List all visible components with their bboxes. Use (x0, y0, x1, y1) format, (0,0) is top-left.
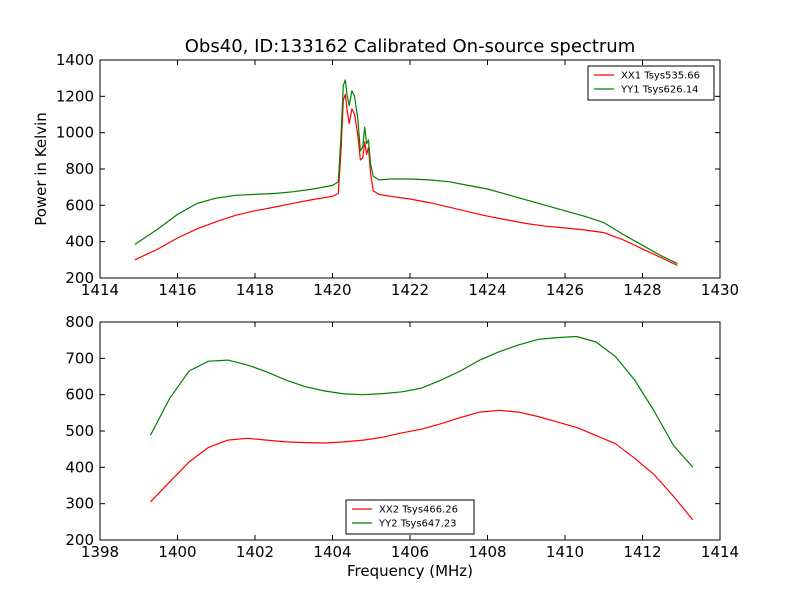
y-tick-label-1-1: 400 (65, 233, 94, 251)
x-tick-label-1-8: 1430 (701, 281, 739, 299)
x-tick-label-2-1: 1400 (158, 543, 196, 561)
x-tick-label-2-3: 1404 (313, 543, 351, 561)
legend-label-1-1: XX1 Tsys535.66 (621, 71, 700, 82)
legend-2: XX2 Tsys466.26 YY2 Tsys647.23 (345, 499, 475, 535)
x-tick-label-1-5: 1424 (468, 281, 506, 299)
series-line-2-2 (149, 335, 694, 468)
x-tick-label-2-0: 1398 (81, 543, 119, 561)
x-tick-label-1-6: 1426 (546, 281, 584, 299)
legend-box-1 (587, 65, 715, 101)
x-tick-label-2-5: 1408 (468, 543, 506, 561)
y-tick-label-1-6: 1400 (56, 51, 94, 69)
y-tick-label-1-3: 800 (65, 160, 94, 178)
x-axis-label-2: Frequency (MHz) (347, 562, 473, 580)
x-tick-label-2-8: 1414 (701, 543, 739, 561)
x-tick-label-1-1: 1416 (158, 281, 196, 299)
y-tick-label-2-0: 200 (65, 531, 94, 549)
x-tick-label-2-6: 1410 (546, 543, 584, 561)
chart-title: Obs40, ID:133162 Calibrated On-source sp… (185, 36, 635, 57)
y-tick-label-2-5: 700 (65, 349, 94, 367)
legend-box-2 (345, 499, 475, 535)
subplot-2: 1398 1400 1402 1404 1406 1408 1410 1412 1414 200 3… (65, 313, 739, 580)
series-line-1-1 (134, 93, 678, 266)
y-tick-label-1-2: 600 (65, 196, 94, 214)
x-tick-label-1-4: 1422 (391, 281, 429, 299)
y-tick-label-2-4: 600 (65, 386, 94, 404)
y-tick-label-1-5: 1200 (56, 87, 94, 105)
x-tick-label-1-7: 1428 (623, 281, 661, 299)
y-tick-label-2-6: 800 (65, 313, 94, 331)
x-tick-label-1-3: 1420 (313, 281, 351, 299)
x-tick-label-1-2: 1418 (236, 281, 274, 299)
series-line-2-1 (149, 409, 694, 521)
y-tick-label-2-2: 400 (65, 458, 94, 476)
y-tick-label-1-0: 200 (65, 269, 94, 287)
x-tick-label-2-4: 1406 (391, 543, 429, 561)
y-tick-label-2-1: 300 (65, 495, 94, 513)
x-tick-label-2-2: 1402 (236, 543, 274, 561)
legend-label-2-2: YY2 Tsys647.23 (378, 519, 457, 530)
legend-label-2-1: XX2 Tsys466.26 (379, 505, 458, 516)
x-tick-label-1-0: 1414 (81, 281, 119, 299)
legend-1: XX1 Tsys535.66 YY1 Tsys626.14 (587, 65, 715, 101)
legend-label-1-2: YY1 Tsys626.14 (620, 85, 699, 96)
plots: 1414 1416 1418 1420 1422 1424 1426 1428 1430 200 4… (32, 51, 739, 580)
x-tick-label-2-7: 1412 (623, 543, 661, 561)
subplot-1: 1414 1416 1418 1420 1422 1424 1426 1428 1430 200 4… (32, 51, 739, 299)
series-line-1-2 (134, 79, 678, 265)
y-tick-label-1-4: 1000 (56, 124, 94, 142)
y-tick-label-2-3: 500 (65, 422, 94, 440)
y-axis-label-1: Power in Kelvin (32, 112, 50, 226)
